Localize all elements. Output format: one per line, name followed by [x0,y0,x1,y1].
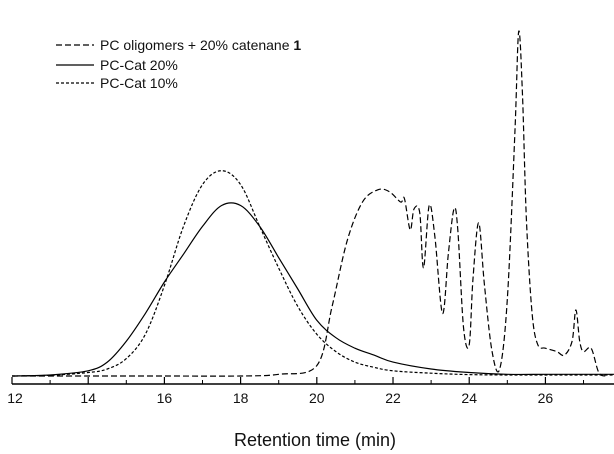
x-ticks: 12 14 16 18 20 22 24 26 [7,377,585,406]
x-tick-label: 26 [538,390,554,406]
x-axis-label: Retention time (min) [234,430,396,450]
series-line-2 [11,202,614,377]
x-tick-label: 22 [385,390,401,406]
x-tick-label: 20 [309,390,325,406]
legend-label-1: PC oligomers + 20% catenane 1 [100,37,301,53]
legend-label-3: PC-Cat 10% [100,75,178,91]
x-tick-label: 18 [233,390,249,406]
x-tick-label: 14 [80,390,96,406]
series-line-3 [11,170,614,377]
legend-label-2: PC-Cat 20% [100,57,178,73]
x-tick-label: 24 [461,390,477,406]
x-tick-label: 12 [7,390,23,406]
legend: PC oligomers + 20% catenane 1 PC-Cat 20% P… [56,37,301,91]
plot-lines [11,30,614,377]
legend-label-bold-suffix: 1 [290,37,302,53]
series-line-1 [12,30,607,377]
x-tick-label: 16 [157,390,173,406]
